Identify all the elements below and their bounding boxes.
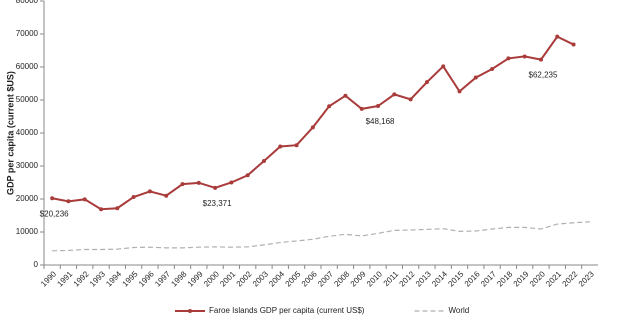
data-label: $48,168: [366, 117, 395, 126]
x-tick-label: 1996: [137, 269, 156, 288]
y-tick-label: 10000: [16, 227, 39, 236]
y-tick-label: 70000: [16, 29, 39, 38]
series-line: [51, 35, 574, 211]
legend-label: World: [448, 306, 469, 315]
x-tick-label: 2023: [577, 269, 596, 288]
x-tick-label: 2003: [251, 269, 270, 288]
x-tick-label: 1994: [104, 269, 123, 288]
x-tick-label: 2017: [479, 269, 498, 288]
y-tick-label: 50000: [16, 95, 39, 104]
x-tick-label: 1997: [153, 269, 172, 288]
point: [278, 144, 283, 149]
x-tick-label: 1995: [121, 269, 140, 288]
legend-label: Faroe Islands GDP per capita (current US…: [209, 306, 365, 315]
point: [294, 143, 299, 148]
x-tick-label: 2022: [561, 269, 580, 288]
point: [82, 197, 87, 202]
x-tick-label: 2013: [414, 269, 433, 288]
x-tick-label: 2016: [463, 269, 482, 288]
point: [441, 64, 446, 69]
x-tick-label: 2008: [332, 269, 351, 288]
x-tick-label: 1999: [186, 269, 205, 288]
y-axis-title: GDP per capita (current $US): [5, 71, 15, 195]
x-tick-label: 2021: [544, 269, 563, 288]
x-tick-label: 1993: [88, 269, 107, 288]
point: [229, 180, 234, 185]
point: [473, 75, 478, 80]
point: [245, 173, 250, 178]
point: [457, 89, 462, 94]
point: [555, 34, 560, 39]
x-tick-label: 1991: [55, 269, 74, 288]
point: [66, 199, 71, 204]
x-tick-label: 2005: [284, 269, 303, 288]
point: [180, 182, 185, 187]
point: [50, 196, 55, 201]
x-tick-label: 1998: [169, 269, 188, 288]
x-tick-label: 2018: [495, 269, 514, 288]
x-tick-label: 2001: [218, 269, 237, 288]
x-tick-label: 2006: [300, 269, 319, 288]
series-line: [52, 221, 590, 252]
y-tick-label: 80000: [16, 0, 39, 5]
x-tick-label: 2004: [267, 269, 286, 288]
point: [506, 56, 511, 61]
legend-marker: [188, 309, 192, 313]
x-tick-label: 2012: [398, 269, 417, 288]
point: [131, 195, 136, 200]
point: [490, 66, 495, 71]
x-tick-label: 2009: [349, 269, 368, 288]
x-tick-label: 1990: [39, 269, 58, 288]
point: [571, 42, 576, 47]
data-label: $23,371: [203, 199, 232, 208]
y-tick-label: 40000: [16, 128, 39, 137]
x-tick-label: 2000: [202, 269, 221, 288]
x-tick-label: 2014: [430, 269, 449, 288]
point: [164, 193, 169, 198]
data-label: $20,236: [40, 209, 69, 218]
x-tick-label: 2011: [382, 269, 401, 288]
x-tick-label: 2007: [316, 269, 335, 288]
point: [522, 54, 527, 59]
point: [343, 93, 348, 98]
point: [424, 80, 429, 85]
point: [327, 104, 332, 109]
x-tick-label: 2019: [512, 269, 531, 288]
x-tick-label: 2010: [365, 269, 384, 288]
point: [376, 104, 381, 109]
point: [213, 185, 218, 190]
x-tick-label: 2002: [235, 269, 254, 288]
x-tick-label: 2015: [446, 269, 465, 288]
data-label: $62,235: [529, 71, 558, 80]
point: [99, 207, 104, 212]
y-tick-label: 60000: [16, 62, 39, 71]
point: [408, 97, 413, 102]
y-tick-label: 20000: [16, 194, 39, 203]
point: [310, 125, 315, 130]
point: [115, 206, 120, 211]
point: [147, 189, 152, 194]
point: [261, 159, 266, 164]
point: [538, 57, 543, 62]
y-tick-label: 30000: [16, 161, 39, 170]
x-tick-label: 2020: [528, 269, 547, 288]
x-tick-label: 1992: [72, 269, 91, 288]
y-tick-label: 0: [34, 260, 39, 269]
point: [196, 180, 201, 185]
point: [392, 92, 397, 97]
point: [359, 106, 364, 111]
